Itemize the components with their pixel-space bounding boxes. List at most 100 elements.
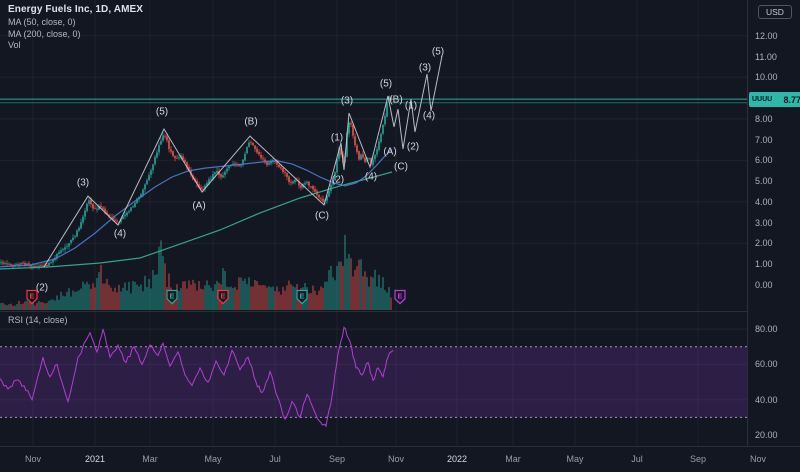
volume-bar [58,299,60,310]
volume-bar [214,284,216,310]
candle-body [386,101,388,117]
candle-body [368,158,370,159]
volume-bar [294,287,296,310]
candle-body [188,166,190,171]
candle-body [174,156,176,159]
volume-bar [156,274,158,310]
wave-label[interactable]: (4) [114,229,126,240]
volume-bar [192,279,194,310]
wave-label[interactable]: (A) [192,201,205,212]
volume-bar [334,280,336,310]
volume-bar [128,281,130,310]
rsi-grid [0,312,747,446]
candlestick-series[interactable] [0,95,392,270]
wave-label[interactable]: (2) [36,283,48,294]
rsi-line[interactable] [0,326,394,428]
volume-bar [148,279,150,310]
wave-label[interactable]: (3) [341,96,353,107]
wave-label[interactable]: (5) [432,47,444,58]
wave-label[interactable]: (4) [365,172,377,183]
candle-body [206,183,208,186]
candle-body [144,184,146,190]
volume-bar [180,288,182,310]
volume-bar [54,300,56,310]
symbol-title[interactable]: Energy Fuels Inc, 1D, AMEX [8,4,144,15]
time-tick-label: Sep [328,454,346,464]
volume-bar [382,277,384,310]
volume-bar [162,256,164,310]
volume-bar [44,303,46,310]
candle-body [346,132,348,157]
candle-body [170,149,172,152]
currency-toggle-button[interactable]: USD [758,5,792,19]
wave-label[interactable]: (3) [77,178,89,189]
indicator-ma50-label[interactable]: MA (50, close, 0) [8,17,76,27]
price-pane-chart[interactable]: (2) (3) (4) (5) (A) (B) (C) (1) (2) (3) (4) (5) (A) (… [0,0,747,311]
volume-bar [52,299,54,310]
volume-bar [78,290,80,310]
candle-body [30,265,32,267]
wave-label[interactable]: (1) [405,101,417,112]
wave-label[interactable]: (2) [332,175,344,186]
candle-body [76,230,78,237]
candle-body [334,172,336,181]
volume-bar [228,287,230,310]
candle-body [242,159,244,165]
wave-label[interactable]: (5) [156,107,168,118]
volume-bar [388,287,390,310]
candle-body [208,179,210,184]
candle-body [320,198,322,200]
volume-bar [344,234,346,310]
wave-label[interactable]: (C) [394,162,408,173]
ma50-line[interactable] [0,148,393,268]
earnings-badge[interactable]: E [26,289,38,305]
wave-projection-line[interactable] [387,55,443,150]
elliott-wave-line[interactable] [43,95,389,268]
earnings-badge[interactable]: E [217,289,229,305]
indicator-volume-label[interactable]: Vol [8,40,21,50]
volume-bar [234,287,236,310]
indicator-ma200-label[interactable]: MA (200, close, 0) [8,28,81,39]
pane-divider[interactable] [0,311,747,312]
candle-body [50,261,52,263]
volume-bar [164,263,166,310]
wave-label[interactable]: (4) [423,111,435,122]
candle-body [224,171,226,176]
wave-label[interactable]: (1) [331,133,343,144]
earnings-badge[interactable]: E [166,289,178,305]
candle-body [300,185,302,188]
wave-label[interactable]: (5) [380,79,392,90]
price-axis[interactable]: USD 12.0011.0010.009.008.007.006.005.004… [747,0,800,446]
candle-body [0,262,2,264]
ma200-line[interactable] [0,171,393,270]
volume-bar [96,277,98,310]
volume-bar [332,277,334,310]
candle-body [254,145,256,149]
candle-body [2,262,4,264]
earnings-badge[interactable]: E [296,289,308,305]
volume-bar [358,259,360,310]
rsi-pane-chart[interactable] [0,312,747,446]
rsi-indicator-label[interactable]: RSI (14, close) [8,315,68,325]
candle-body [64,247,66,250]
volume-bar [140,284,142,310]
volume-bar [240,277,242,310]
candle-body [154,157,156,165]
volume-bar [108,284,110,310]
wave-label[interactable]: (A) [383,147,396,158]
candle-body [128,211,130,213]
candle-body [78,227,80,231]
candle-body [106,212,108,215]
volume-bar [320,286,322,310]
candle-body [308,181,310,186]
wave-label[interactable]: (B) [244,117,257,128]
wave-label[interactable]: (C) [315,211,329,222]
wave-label[interactable]: (B) [389,95,402,106]
wave-label[interactable]: (3) [419,63,431,74]
wave-label[interactable]: (2) [407,142,419,153]
earnings-badge[interactable]: E [394,289,406,305]
volume-series[interactable] [0,234,392,310]
time-axis[interactable]: Nov 2021 Mar May Jul Sep Nov 2022 Mar May Jul Sep No… [0,446,800,472]
candle-body [378,141,380,151]
volume-bar [366,276,368,310]
